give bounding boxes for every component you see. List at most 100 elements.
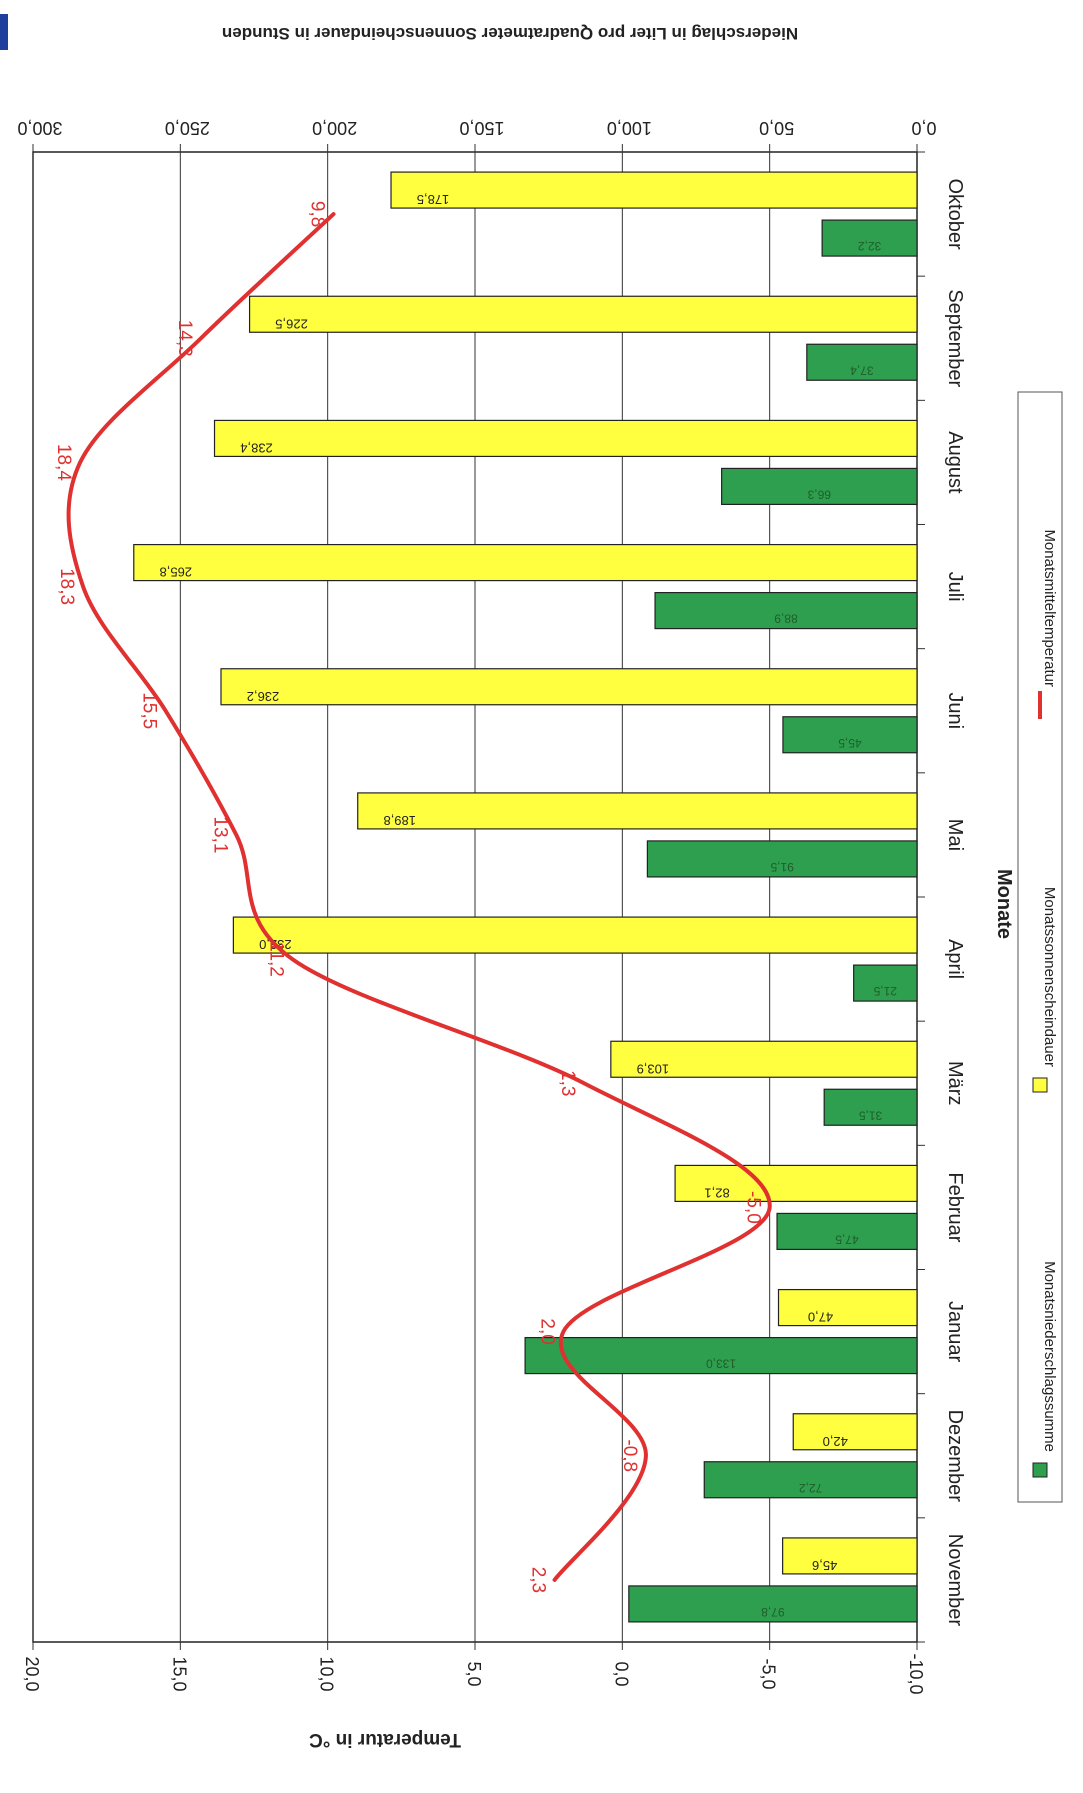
category-label: März xyxy=(944,1061,966,1105)
sunshine-bar xyxy=(792,1413,918,1451)
sunshine-bar xyxy=(232,916,918,954)
precipitation-label: 133,0 xyxy=(706,1357,736,1371)
sunshine-bar xyxy=(213,419,918,458)
category-label: Dezember xyxy=(944,1410,966,1503)
sunshine-bar xyxy=(777,1288,918,1327)
temperature-label: 18,3 xyxy=(56,568,77,605)
precipitation-bar xyxy=(721,467,918,506)
legend-label: Monatsmitteltemperatur xyxy=(1041,529,1058,687)
legend-label: Monatssonnenscheindauer xyxy=(1041,887,1058,1067)
secondary-tick-label: 20,0 xyxy=(22,1656,42,1691)
primary-tick-label: 50,0 xyxy=(759,118,794,138)
legend: Monatsniederschlagssumme Monatssonnensche… xyxy=(1017,391,1063,1503)
temperature-point xyxy=(199,336,203,340)
bars: 97,8 45,6 72,2 42,0 133,0 47,0 47,5 82,1 31,5 103… xyxy=(133,171,918,1623)
precipitation-label: 88,9 xyxy=(774,612,798,626)
category-label: September xyxy=(944,289,966,387)
temperature-point xyxy=(582,1081,586,1085)
sunshine-bar xyxy=(248,295,918,333)
precipitation-bar xyxy=(823,1088,918,1126)
primary-tick-label: 300,0 xyxy=(17,118,62,138)
temperature-label: 14,3 xyxy=(174,320,195,357)
axes: 0,0 50,0 100,0 150,0 200,0 250,0 300,0 -10,0 -5,… xyxy=(17,24,1015,1750)
precipitation-label: 37,4 xyxy=(850,363,874,377)
temperature-label: 15,5 xyxy=(139,692,160,729)
temperature-label: 2,0 xyxy=(536,1318,557,1344)
secondary-tick-label: 0,0 xyxy=(611,1661,631,1686)
sunshine-label: 82,1 xyxy=(704,1185,729,1200)
category-label: Januar xyxy=(944,1301,966,1362)
precipitation-bar xyxy=(524,1336,918,1375)
temperature-point xyxy=(553,1578,557,1582)
secondary-tick-label: 15,0 xyxy=(169,1656,189,1691)
legend-label: Monatsniederschlagssumme xyxy=(1041,1261,1058,1452)
precipitation-bar xyxy=(853,964,918,1002)
right-axis-title: Niederschlag in Liter pro Quadratmeter S… xyxy=(222,24,798,43)
precipitation-label: 97,8 xyxy=(761,1605,785,1619)
temperature-label: -5,0 xyxy=(743,1191,764,1224)
left-axis-title: Temperatur in °C xyxy=(309,1729,461,1750)
precipitation-label: 47,5 xyxy=(835,1232,859,1246)
category-label: August xyxy=(944,431,966,494)
primary-tick-label: 100,0 xyxy=(607,118,652,138)
precipitation-label: 45,5 xyxy=(838,736,862,750)
sunshine-label: 189,8 xyxy=(383,813,416,828)
legend-swatch xyxy=(1032,1077,1048,1093)
temperature-point xyxy=(290,957,294,961)
precipitation-bar xyxy=(654,591,918,630)
page-edge-marker xyxy=(0,14,8,50)
sunshine-label: 45,6 xyxy=(812,1558,837,1573)
temperature-label: -0,8 xyxy=(619,1439,640,1472)
category-label: Februar xyxy=(944,1172,966,1242)
precipitation-label: 91,5 xyxy=(770,860,794,874)
primary-tick-label: 150,0 xyxy=(459,118,504,138)
secondary-tick-label: -10,0 xyxy=(906,1653,926,1694)
temperature-point xyxy=(78,460,82,464)
grid-lines xyxy=(32,152,771,1642)
legend-box xyxy=(1017,391,1063,1503)
temperature-point xyxy=(332,212,336,216)
precipitation-label: 21,5 xyxy=(873,984,897,998)
sunshine-bar xyxy=(133,543,918,582)
temperature-label: 13,1 xyxy=(209,816,230,853)
precipitation-bar xyxy=(646,840,918,878)
sunshine-label: 178,5 xyxy=(417,192,450,207)
category-label: Oktober xyxy=(944,179,966,250)
sunshine-bar xyxy=(390,171,918,209)
sunshine-label: 47,0 xyxy=(808,1310,833,1325)
sunshine-bar xyxy=(357,792,918,830)
temperature-point xyxy=(234,833,238,837)
precipitation-bar xyxy=(821,219,918,257)
x-axis-title: Monate xyxy=(993,869,1015,939)
primary-tick-label: 250,0 xyxy=(165,118,210,138)
category-label: April xyxy=(944,939,966,979)
temperature-label: 11,2 xyxy=(265,941,286,977)
temperature-point xyxy=(164,709,168,713)
category-label: November xyxy=(944,1534,966,1627)
temperature-point xyxy=(561,1330,565,1334)
sunshine-label: 42,0 xyxy=(823,1434,848,1449)
sunshine-bar xyxy=(610,1040,918,1078)
temperature-point xyxy=(81,585,85,589)
temperature-line: 2,3 -0,8 2,0 -5,0 1,3 11,2 13,1 15,5 18,3 18,4 14,… xyxy=(53,201,772,1593)
precipitation-bar xyxy=(782,716,918,754)
temperature-label: 1,3 xyxy=(557,1070,578,1096)
sunshine-label: 265,8 xyxy=(160,565,193,580)
primary-tick-label: 200,0 xyxy=(312,118,357,138)
sunshine-label: 236,2 xyxy=(247,689,280,704)
temperature-label: 2,3 xyxy=(528,1567,549,1593)
precipitation-label: 31,5 xyxy=(859,1108,883,1122)
category-label: Mai xyxy=(944,819,966,851)
sunshine-bar xyxy=(674,1164,918,1203)
legend-swatch xyxy=(1032,1462,1048,1478)
secondary-tick-label: 5,0 xyxy=(464,1661,484,1686)
temperature-point xyxy=(644,1454,648,1458)
primary-tick-label: 0,0 xyxy=(911,118,936,138)
category-label: Juni xyxy=(944,692,966,729)
temperature-label: 18,4 xyxy=(53,444,74,481)
precipitation-bar xyxy=(628,1585,918,1623)
sunshine-label: 103,9 xyxy=(637,1061,670,1076)
precipitation-label: 32,2 xyxy=(858,239,882,253)
sunshine-label: 238,4 xyxy=(240,440,273,455)
